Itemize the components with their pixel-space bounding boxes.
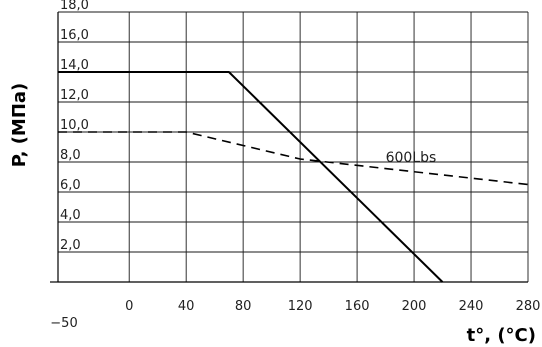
y-tick-label: 18,0 bbox=[60, 0, 89, 13]
y-tick-label: 16,0 bbox=[60, 28, 89, 43]
y-tick-label: 2,0 bbox=[60, 238, 81, 253]
y-tick-label: 14,0 bbox=[60, 58, 89, 73]
x-tick-labels: −50 0 40 80 120 160 200 240 280 bbox=[50, 299, 540, 331]
x-tick-label: 120 bbox=[288, 299, 313, 314]
x-tick-label: 240 bbox=[459, 299, 484, 314]
y-tick-label: 4,0 bbox=[60, 208, 81, 223]
x-tick-label: 0 bbox=[125, 299, 133, 314]
x-tick-label: 160 bbox=[345, 299, 370, 314]
x-tick-label: 80 bbox=[235, 299, 252, 314]
x-axis-title: t°, (°C) bbox=[467, 325, 536, 346]
axes bbox=[50, 12, 528, 283]
series-line-600lbs bbox=[58, 131, 529, 186]
grid bbox=[58, 11, 529, 282]
y-tick-label: 12,0 bbox=[60, 88, 89, 103]
y-tick-label: 10,0 bbox=[60, 118, 89, 133]
y-tick-label: 8,0 bbox=[60, 148, 81, 163]
y-axis-title: P, (МПа) bbox=[9, 83, 30, 168]
x-tick-label: 200 bbox=[402, 299, 427, 314]
y-tick-label: 6,0 bbox=[60, 178, 81, 193]
x-tick-label: 280 bbox=[516, 299, 541, 314]
series-label-600lbs: 600Lbs bbox=[386, 150, 437, 166]
x-tick-label: 40 bbox=[178, 299, 195, 314]
y-tick-labels: 2,0 4,0 6,0 8,0 10,0 12,0 14,0 16,0 18,0 bbox=[60, 0, 89, 253]
x-tick-label: −50 bbox=[50, 316, 77, 331]
series-line-solid bbox=[58, 71, 444, 283]
series-lines bbox=[58, 71, 529, 283]
